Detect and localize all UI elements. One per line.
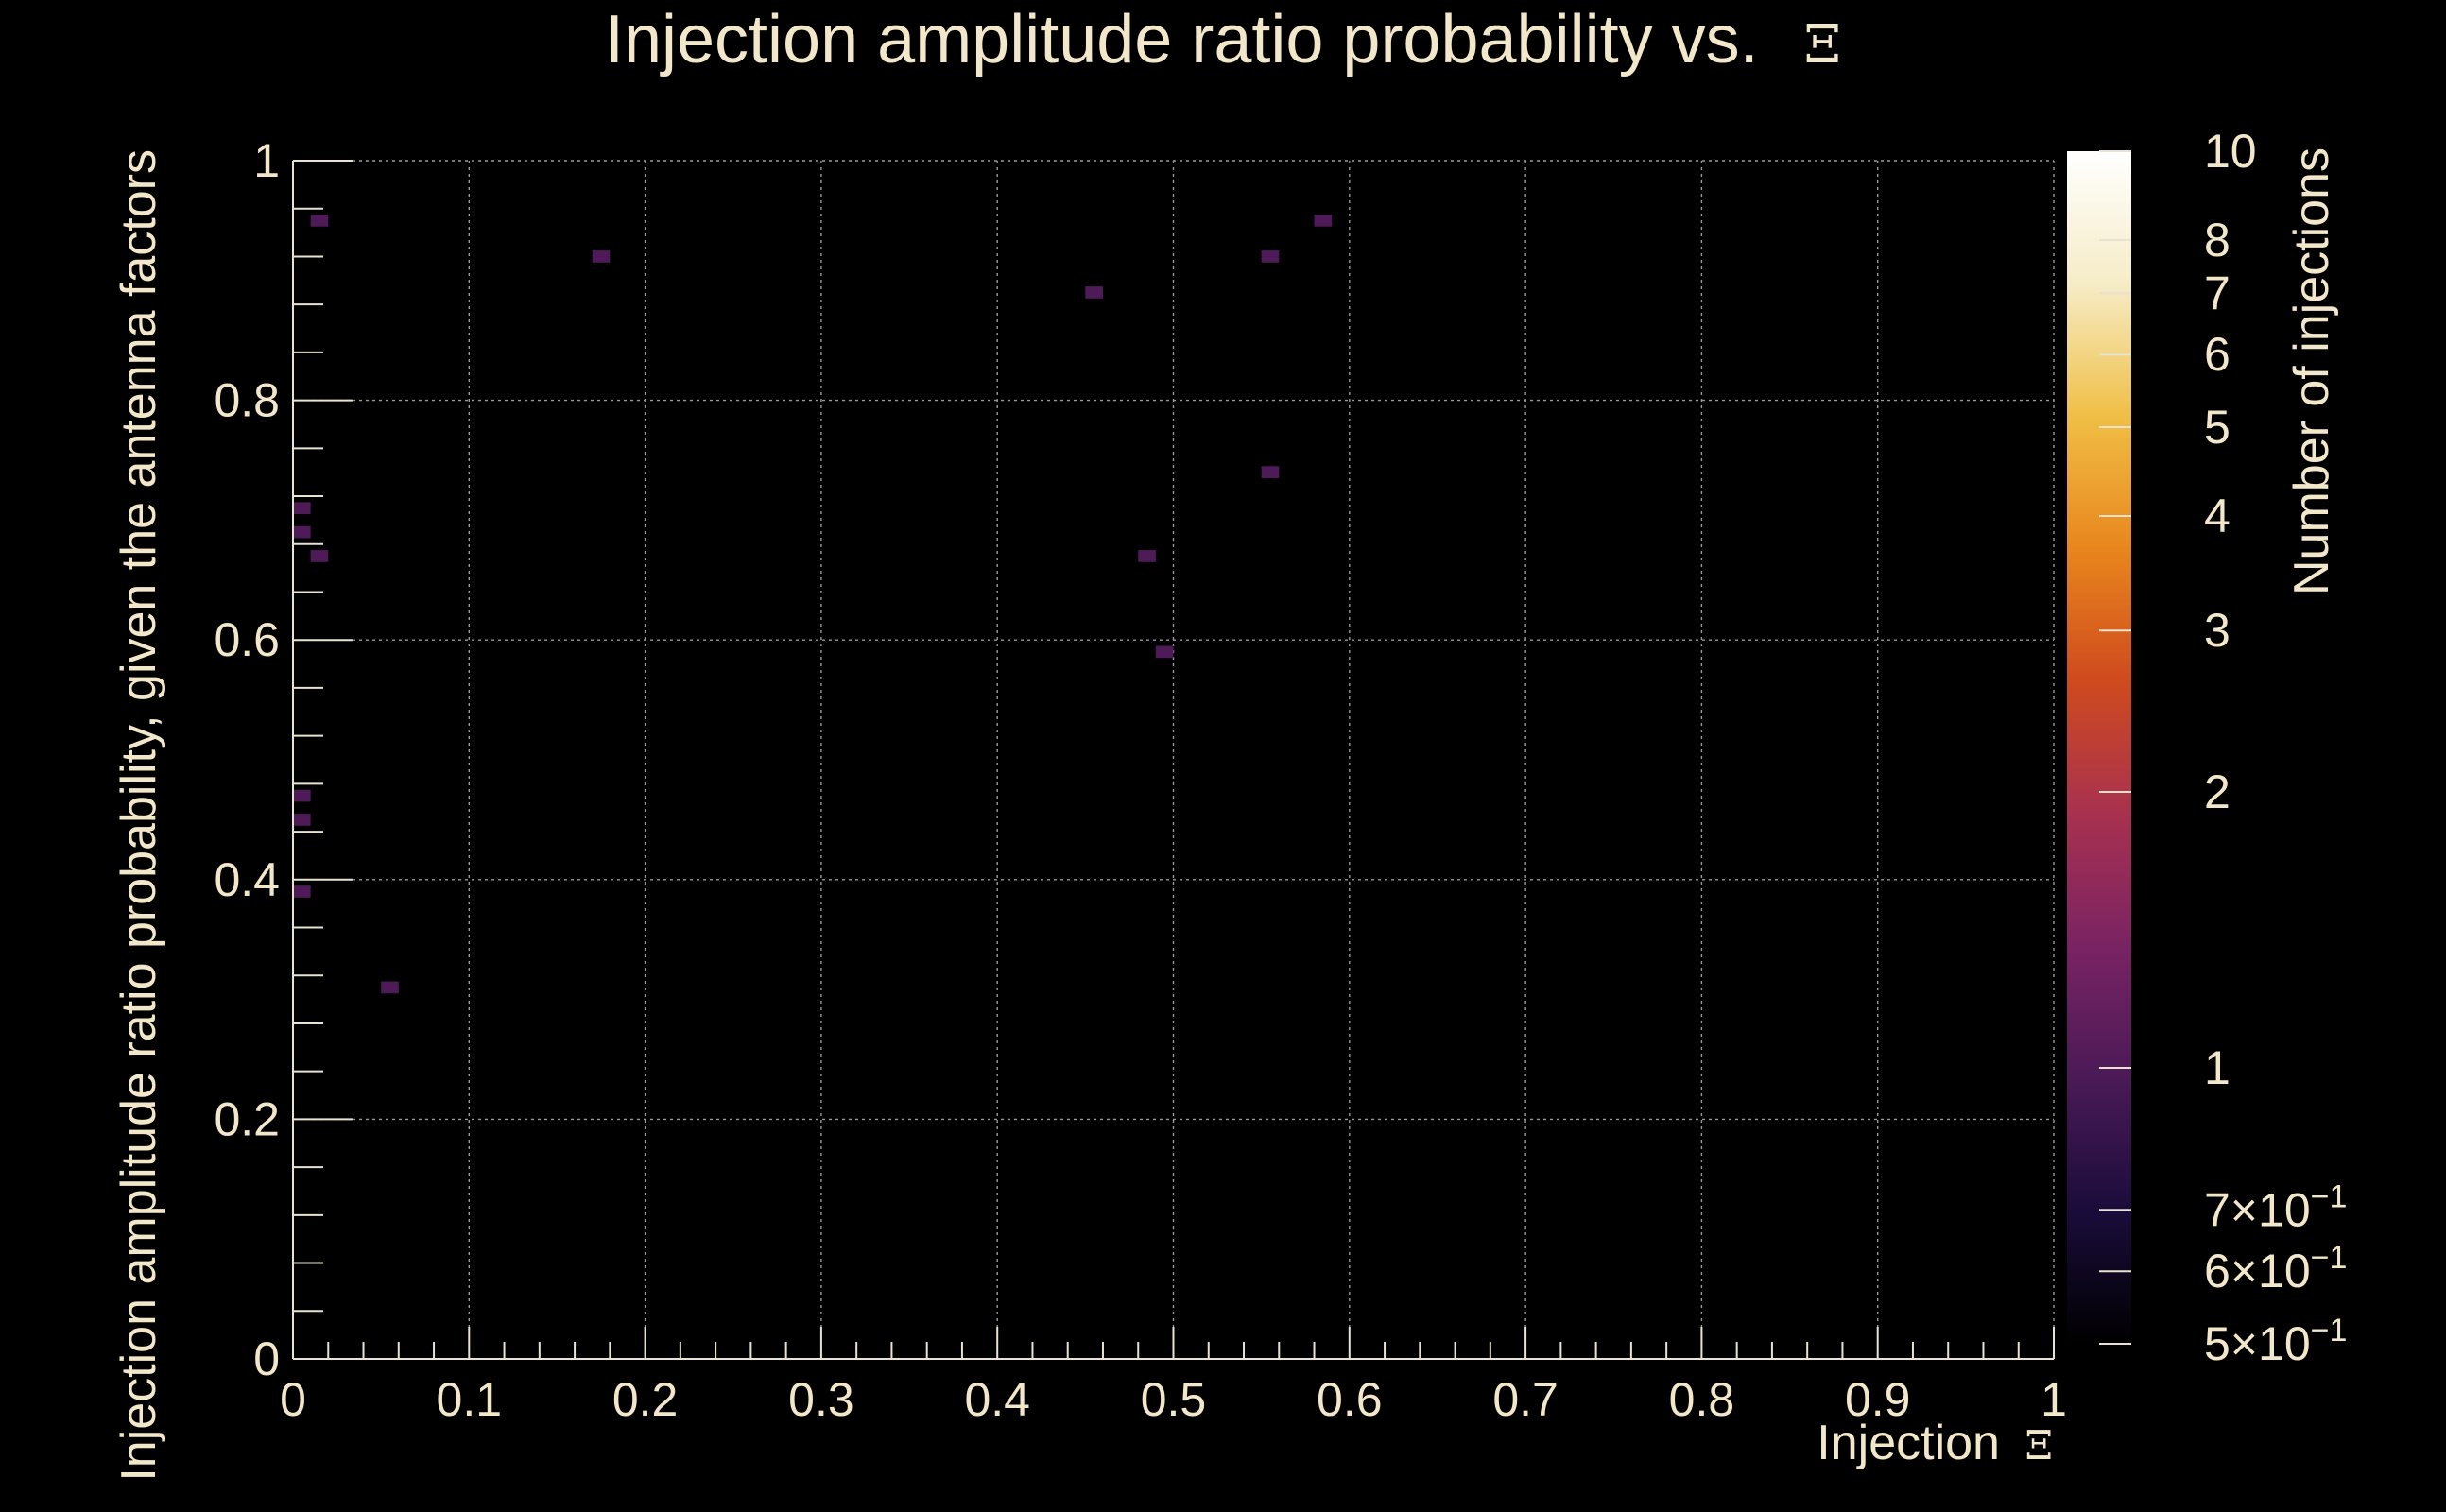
colorbar [2067, 151, 2131, 1344]
x-axis-title: Injection Ξ [1817, 1416, 2053, 1470]
heatmap-cell [293, 814, 311, 826]
colorbar-title: Number of injections [2284, 147, 2339, 595]
heatmap-cell [293, 502, 311, 515]
heatmap-cell [1261, 250, 1280, 263]
heatmap-cell [293, 885, 311, 898]
heatmap-cell [1138, 550, 1156, 562]
y-tick-labels: 0 0.2 0.4 0.6 0.8 1 [214, 134, 280, 1385]
x-tick-label: 1 [2041, 1373, 2067, 1426]
heatmap-cell [310, 215, 329, 227]
y-axis-title: Injection amplitude ratio probability, g… [112, 149, 166, 1482]
heatmap-cell [1155, 645, 1174, 659]
y-tick-label: 1 [253, 134, 280, 187]
x-tick-label: 0.1 [437, 1373, 503, 1426]
x-tick-label: 0.4 [964, 1373, 1030, 1426]
heatmap-cell [293, 789, 311, 802]
colorbar-tick-label: 8 [2204, 214, 2231, 266]
x-tick-label: 0.7 [1492, 1373, 1559, 1426]
chart-title: Injection amplitude ratio probability vs… [605, 2, 1841, 77]
x-tick-label: 0.3 [788, 1373, 854, 1426]
x-tick-label: 0 [280, 1373, 306, 1426]
colorbar-tick-label: 4 [2204, 490, 2231, 542]
x-tick-label: 0.9 [1845, 1373, 1911, 1426]
heatmap-cell [1085, 286, 1103, 299]
chart-title-symbol: Ξ [1804, 14, 1841, 76]
x-tick-label: 0.6 [1317, 1373, 1383, 1426]
chart-title-text: Injection amplitude ratio probability vs… [605, 2, 1759, 77]
colorbar-tick-label: 6 [2204, 328, 2231, 381]
x-axis-title-symbol: Ξ [2024, 1422, 2053, 1469]
y-tick-label: 0.4 [214, 853, 280, 906]
colorbar-tick-label: 1 [2204, 1041, 2231, 1094]
heatmap-cell [1261, 466, 1280, 479]
colorbar-tick-label: 3 [2204, 604, 2231, 657]
colorbar-tick-label: 6×10−1 [2204, 1240, 2347, 1297]
colorbar-tick-label: 7×10−1 [2204, 1178, 2347, 1236]
y-tick-label: 0 [253, 1332, 280, 1385]
y-tick-label: 0.6 [214, 613, 280, 666]
heatmap-cell [381, 981, 399, 994]
y-tick-label: 0.2 [214, 1092, 280, 1145]
heatmap-cell [592, 250, 611, 263]
y-tick-label: 0.8 [214, 374, 280, 427]
x-tick-label: 0.5 [1141, 1373, 1207, 1426]
heatmap-cells [293, 215, 1333, 994]
colorbar-tick-label: 2 [2204, 765, 2231, 818]
x-tick-label: 0.8 [1669, 1373, 1735, 1426]
x-axis-title-text: Injection [1817, 1416, 2000, 1470]
x-tick-label: 0.2 [612, 1373, 679, 1426]
colorbar-ticks: 10 87 6 5 4 3 2 1 7×10−16×10−1 5×10−1 [2099, 125, 2347, 1370]
axes [292, 160, 2055, 1360]
grid-lines [293, 160, 2055, 1359]
colorbar-tick-label: 5 [2204, 401, 2231, 454]
heatmap-cell [293, 525, 311, 539]
x-tick-labels: 0 0.1 0.2 0.3 0.4 0.5 0.6 0.7 0.8 0.9 1 [280, 1373, 2067, 1426]
heatmap-cell [1314, 215, 1333, 227]
colorbar-tick-label: 10 [2204, 125, 2257, 178]
colorbar-tick-label: 5×10−1 [2204, 1313, 2347, 1370]
colorbar-tick-label: 7 [2204, 266, 2231, 319]
heatmap-cell [310, 550, 329, 562]
